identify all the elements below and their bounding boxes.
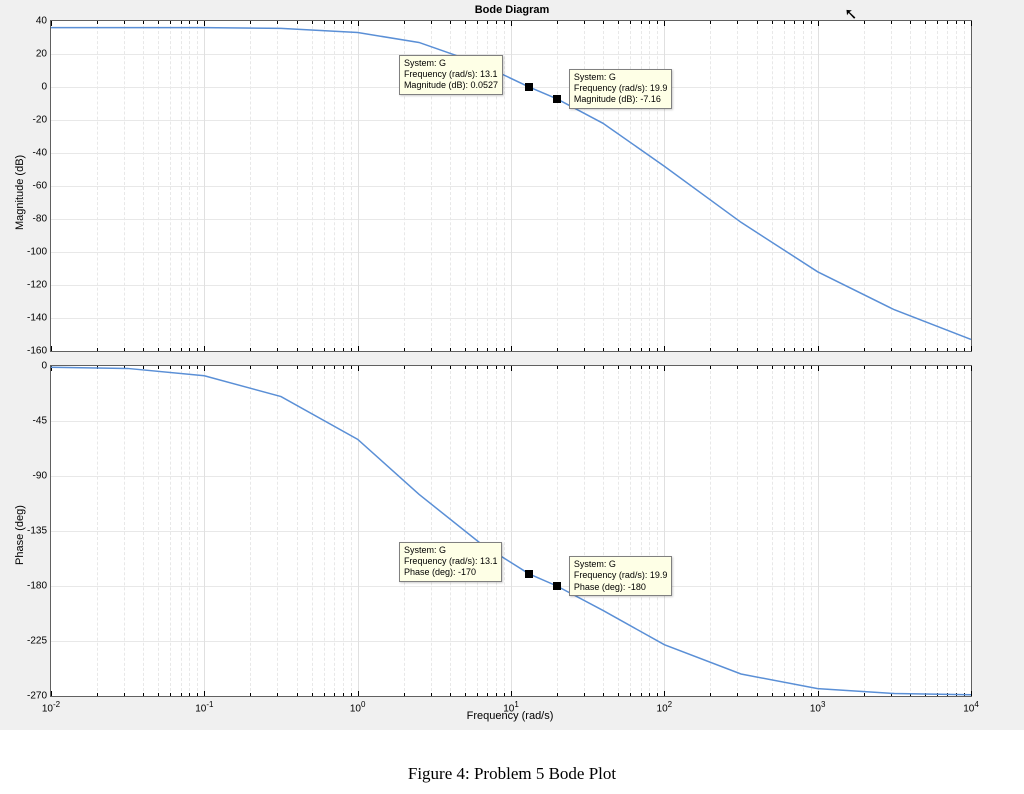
- phase-ylabel: Phase (deg): [14, 505, 26, 565]
- bode-curve: [51, 366, 971, 696]
- y-tick-label: -40: [33, 148, 51, 159]
- datatip[interactable]: System: GFrequency (rad/s): 19.9Magnitud…: [569, 69, 673, 109]
- y-tick-label: -100: [27, 247, 51, 258]
- x-axis-label: Frequency (rad/s): [50, 710, 970, 722]
- datatip-marker[interactable]: [553, 95, 561, 103]
- magnitude-panel: -160-140-120-100-80-60-40-2002040System:…: [50, 20, 972, 352]
- y-tick-label: 20: [36, 49, 51, 60]
- y-tick-label: -120: [27, 280, 51, 291]
- magnitude-ylabel: Magnitude (dB): [14, 155, 26, 230]
- y-tick-label: -225: [27, 636, 51, 647]
- y-tick-label: -135: [27, 526, 51, 537]
- y-tick-label: 0: [41, 82, 51, 93]
- datatip[interactable]: System: GFrequency (rad/s): 13.1Magnitud…: [399, 55, 503, 95]
- y-tick-label: -20: [33, 115, 51, 126]
- y-tick-label: -90: [33, 471, 51, 482]
- y-tick-label: -60: [33, 181, 51, 192]
- chart-title: Bode Diagram: [0, 4, 1024, 16]
- datatip-marker[interactable]: [525, 83, 533, 91]
- datatip[interactable]: System: GFrequency (rad/s): 13.1Phase (d…: [399, 542, 503, 582]
- y-tick-label: 40: [36, 16, 51, 27]
- y-tick-label: -180: [27, 581, 51, 592]
- datatip-marker[interactable]: [525, 570, 533, 578]
- figure-caption: Figure 4: Problem 5 Bode Plot: [0, 764, 1024, 784]
- y-tick-label: -80: [33, 214, 51, 225]
- y-tick-label: -140: [27, 313, 51, 324]
- y-tick-label: -160: [27, 346, 51, 357]
- datatip[interactable]: System: GFrequency (rad/s): 19.9Phase (d…: [569, 556, 673, 596]
- bode-curve: [51, 21, 971, 351]
- figure-background: Bode Diagram -160-140-120-100-80-60-40-2…: [0, 0, 1024, 730]
- y-tick-label: 0: [41, 361, 51, 372]
- y-tick-label: -45: [33, 416, 51, 427]
- datatip-marker[interactable]: [553, 582, 561, 590]
- phase-panel: -270-225-180-135-90-45010-210-1100101102…: [50, 365, 972, 697]
